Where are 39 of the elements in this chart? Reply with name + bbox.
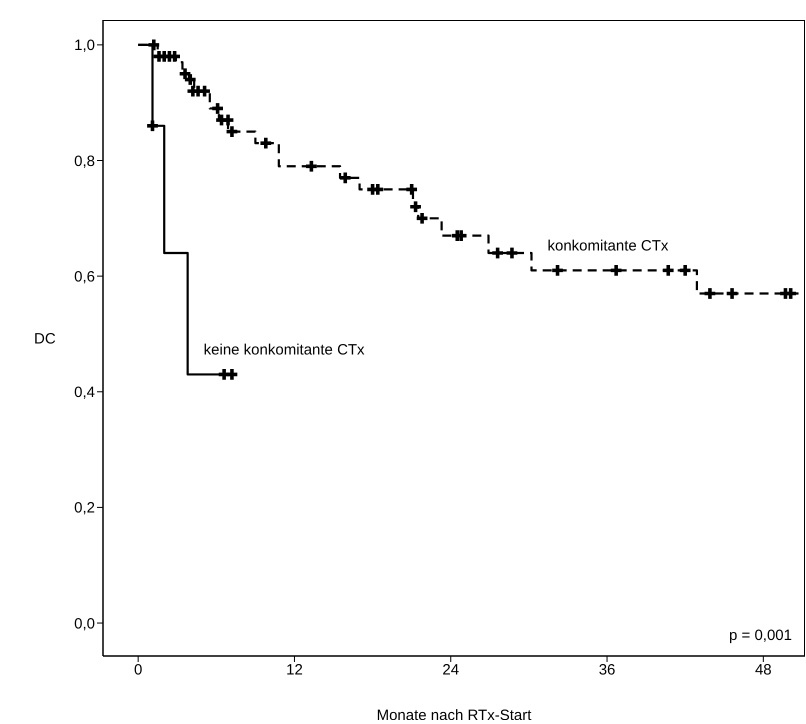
x-tick-label: 24 — [442, 662, 460, 679]
point — [680, 264, 691, 276]
series-label: konkomitante CTx — [547, 237, 669, 254]
x-axis-title: Monate nach RTx-Start — [376, 707, 532, 724]
y-tick-label: 1,0 — [74, 37, 95, 54]
x-tick-label: 48 — [754, 662, 772, 679]
point — [340, 172, 351, 184]
x-tick-label: 12 — [286, 662, 303, 679]
point — [184, 74, 196, 85]
point — [306, 160, 317, 172]
y-tick-label: 0,4 — [74, 384, 95, 402]
point — [148, 39, 160, 50]
point — [416, 212, 428, 224]
point — [662, 264, 674, 276]
point — [726, 288, 738, 299]
point — [226, 126, 238, 137]
point — [222, 114, 234, 126]
y-axis-title: DC — [34, 330, 56, 348]
annotation: p = 0,001 — [729, 627, 792, 644]
point — [552, 264, 563, 276]
series-label: keine konkomitante CTx — [204, 341, 366, 358]
point — [147, 120, 158, 132]
point — [212, 103, 223, 114]
y-tick-label: 0,2 — [74, 500, 95, 517]
x-tick-label: 0 — [134, 662, 142, 679]
x-tick-label: 36 — [598, 662, 616, 679]
y-tick-label: 0,8 — [74, 152, 95, 170]
point — [180, 68, 190, 80]
point — [199, 86, 210, 96]
y-tick-label: 0,0 — [74, 615, 95, 632]
point — [492, 248, 503, 258]
point — [226, 369, 238, 380]
y-tick-label: 0,6 — [74, 268, 95, 286]
point — [410, 201, 421, 212]
point — [704, 288, 716, 299]
point — [610, 264, 622, 276]
point — [406, 184, 418, 195]
point — [506, 248, 518, 258]
point — [260, 138, 272, 149]
